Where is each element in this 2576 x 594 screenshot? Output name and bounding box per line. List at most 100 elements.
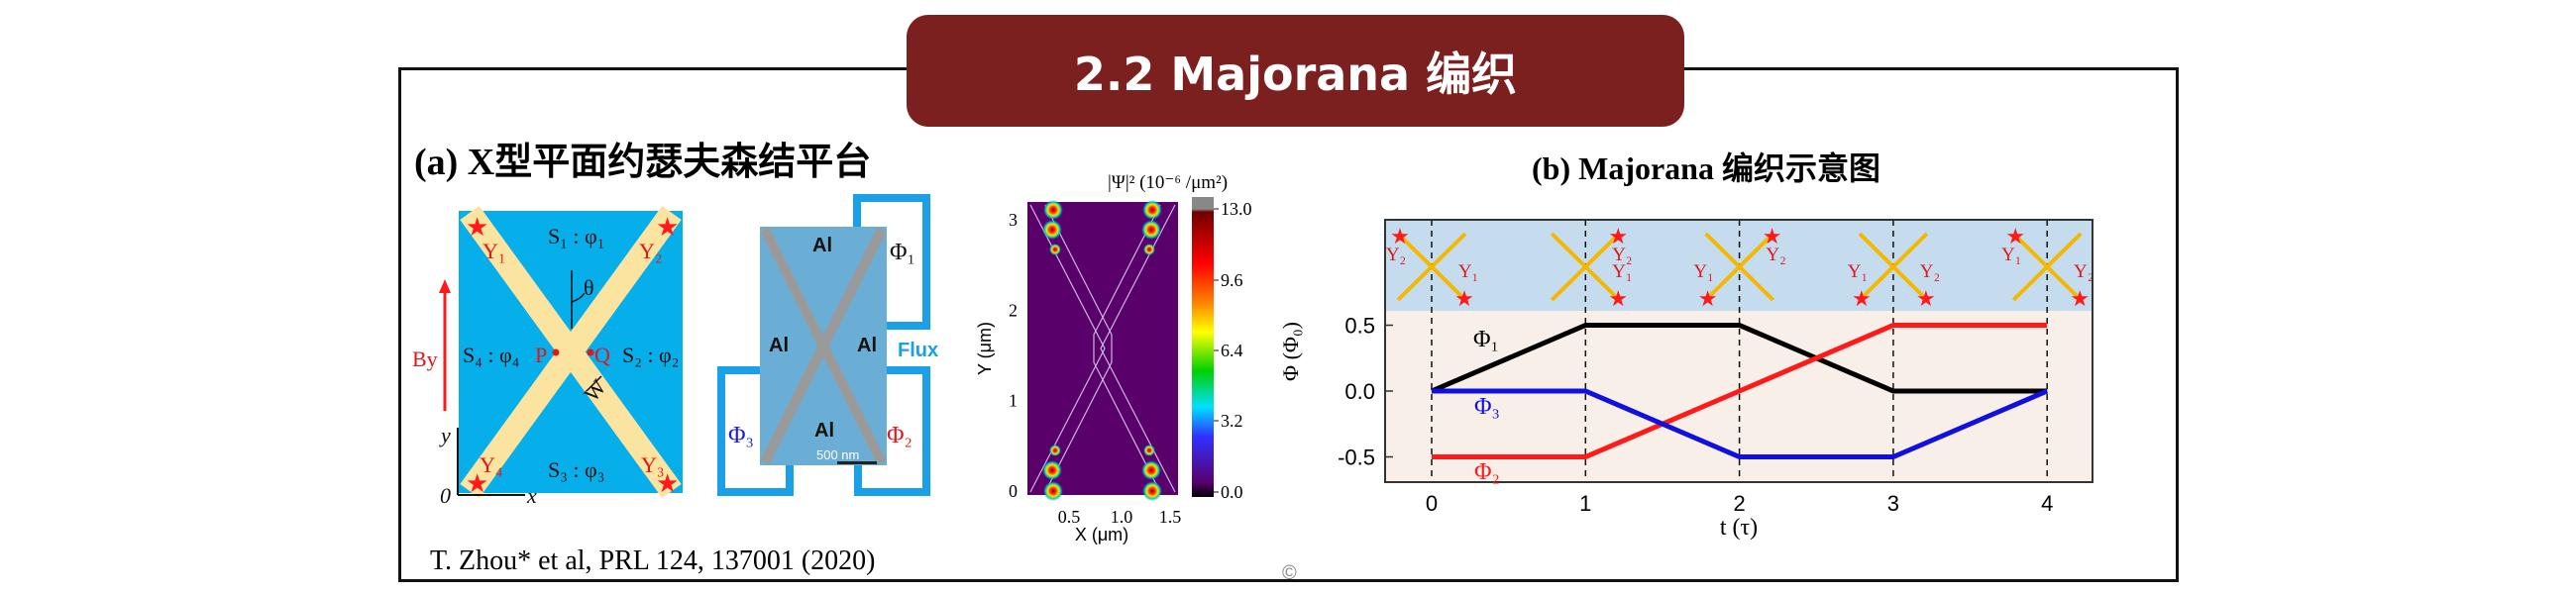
majorana-label: Υ₁ (2001, 245, 2021, 265)
series-line-1 (1431, 323, 2048, 394)
flux-2-label: Φ₂ (887, 423, 912, 448)
density-map: |Ψ|² (10⁻⁶ /μm²) 13.0 9.6 6.4 3.2 0.0 0 1 2 3 0.… (975, 172, 1252, 544)
star-icon: ★ (466, 469, 488, 498)
flux-3-label: Φ₃ (728, 423, 754, 448)
star-icon: ★ (2070, 286, 2090, 311)
al-label: Al (812, 235, 832, 256)
star-icon: ★ (656, 469, 679, 498)
panel-b-title: (b) Majorana 编织示意图 (1532, 150, 1880, 186)
colorbar-title: |Ψ|² (10⁻⁶ /μm²) (1108, 172, 1228, 193)
braiding-chart: ★Υ₂★Υ₁★Υ₂★Υ₁★Υ₁★Υ₂★Υ₁★Υ₂★Υ₁★Υ₂Φ₁Φ₂Φ₃0.50… (1338, 219, 2093, 516)
x-tick-label: 1.0 (1111, 507, 1133, 527)
majorana-label: Υ₂ (1920, 261, 1940, 282)
majorana-label: Υ₁ (1458, 261, 1478, 282)
density-peak (1143, 244, 1155, 255)
star-icon: ★ (1698, 286, 1718, 311)
plot-frame (1384, 219, 2093, 483)
star-icon: ★ (1763, 224, 1782, 248)
star-icon: ★ (656, 213, 679, 242)
majorana-label: Υ₄ (480, 452, 503, 477)
series-label: Φ₂ (1474, 459, 1500, 485)
y-tick-label: 0 (1009, 481, 1018, 501)
majorana-label: Υ₁ (1693, 261, 1713, 282)
region-label: S₁ : φ₁ (548, 224, 604, 248)
x-junction-icon (2011, 232, 2083, 302)
density-peak (1043, 481, 1063, 501)
y-tick-label: 3 (1009, 210, 1018, 230)
al-label: Al (857, 335, 877, 356)
x-junction-icon (1396, 232, 1467, 302)
star-icon: ★ (1390, 224, 1410, 248)
slide-title: 2.2 Majorana 编织 (1073, 47, 1518, 101)
axis-x-label: x (526, 483, 537, 508)
x-tick-label: 0 (1426, 491, 1438, 516)
star-icon: ★ (1916, 286, 1936, 311)
x-junction-schematic: ★ ★ ★ ★ Υ₁ Υ₂ Υ₃ Υ₄ P Q By S₁ : φ₁ S₂ : … (412, 205, 683, 508)
axis-y-label: y (439, 423, 451, 447)
x-tick-label: 1.5 (1159, 507, 1182, 527)
density-peak (1142, 200, 1162, 220)
point-q-label: Q (594, 343, 610, 367)
density-peak (1143, 445, 1155, 456)
star-icon: ★ (2005, 224, 2025, 248)
copyright-icon: © (1282, 562, 1297, 584)
scale-bar-label: 500 nm (816, 447, 859, 462)
x-junction-icon (1858, 232, 1929, 302)
majorana-label: Υ₂ (639, 239, 663, 263)
majorana-label: Υ₂ (2074, 261, 2093, 282)
star-icon: ★ (1608, 224, 1628, 248)
x-junction-icon (1550, 232, 1621, 302)
panel-a-title: (a) X型平面约瑟夫森结平台 (414, 142, 871, 183)
majorana-label: Υ₁ (1848, 261, 1868, 282)
star-icon: ★ (1608, 286, 1628, 311)
colorbar-tick-label: 9.6 (1221, 270, 1243, 290)
x-tick-label: 3 (1887, 491, 1899, 516)
colorbar (1192, 197, 1214, 497)
colorbar-tick-label: 3.2 (1221, 411, 1243, 431)
series-label: Φ₃ (1474, 394, 1500, 420)
citation: T. Zhou* et al, PRL 124, 137001 (2020) (430, 545, 876, 576)
x-tick-label: 0.5 (1058, 507, 1081, 527)
flux-label: Flux (898, 340, 938, 361)
star-icon: ★ (466, 213, 488, 242)
region-label: S₃ : φ₃ (548, 457, 604, 482)
y-tick-label: 1 (1009, 391, 1018, 411)
majorana-label: Υ₂ (1612, 245, 1632, 265)
density-peak (1042, 220, 1062, 240)
density-peak (1141, 220, 1161, 240)
density-peak (1049, 445, 1061, 456)
x-tick-label: 2 (1733, 491, 1745, 516)
y-tick-label: 0.5 (1344, 314, 1375, 339)
al-label: Al (769, 335, 789, 356)
origin-label: 0 (440, 483, 451, 508)
density-map-ylabel: Y (μm) (975, 322, 995, 375)
majorana-label: Υ₁ (483, 239, 506, 263)
colorbar-tick-label: 13.0 (1221, 199, 1252, 219)
density-peak (1042, 460, 1062, 480)
field-label: By (412, 346, 438, 371)
device-sem-image: Al Al Al Al Φ₁ Φ₂ Φ₃ Flux 500 nm (717, 194, 938, 496)
star-icon: ★ (1454, 286, 1474, 311)
density-peak (1043, 200, 1063, 220)
series-line-3 (1432, 388, 2049, 459)
density-peak (1141, 460, 1161, 480)
series-line-2 (1432, 323, 2048, 459)
chart-xlabel: t (τ) (1720, 515, 1758, 541)
series-label: Φ₁ (1473, 327, 1499, 352)
majorana-label: Υ₂ (1766, 245, 1785, 265)
angle-label: θ (584, 275, 594, 300)
y-tick-label: -0.5 (1338, 446, 1375, 470)
y-tick-label: 2 (1009, 300, 1018, 320)
colorbar-tick-label: 0.0 (1221, 482, 1243, 502)
majorana-label: Υ₁ (1612, 261, 1632, 282)
x-tick-label: 1 (1579, 491, 1591, 516)
y-tick-label: 0.0 (1344, 379, 1375, 404)
al-label: Al (814, 420, 834, 442)
majorana-label: Υ₃ (641, 452, 665, 477)
density-peak (1049, 244, 1061, 255)
x-tick-label: 4 (2041, 491, 2053, 516)
density-peak (1142, 481, 1162, 501)
x-junction-icon (1704, 232, 1775, 302)
majorana-label: Υ₂ (1386, 245, 1406, 265)
scale-bar (837, 461, 877, 464)
